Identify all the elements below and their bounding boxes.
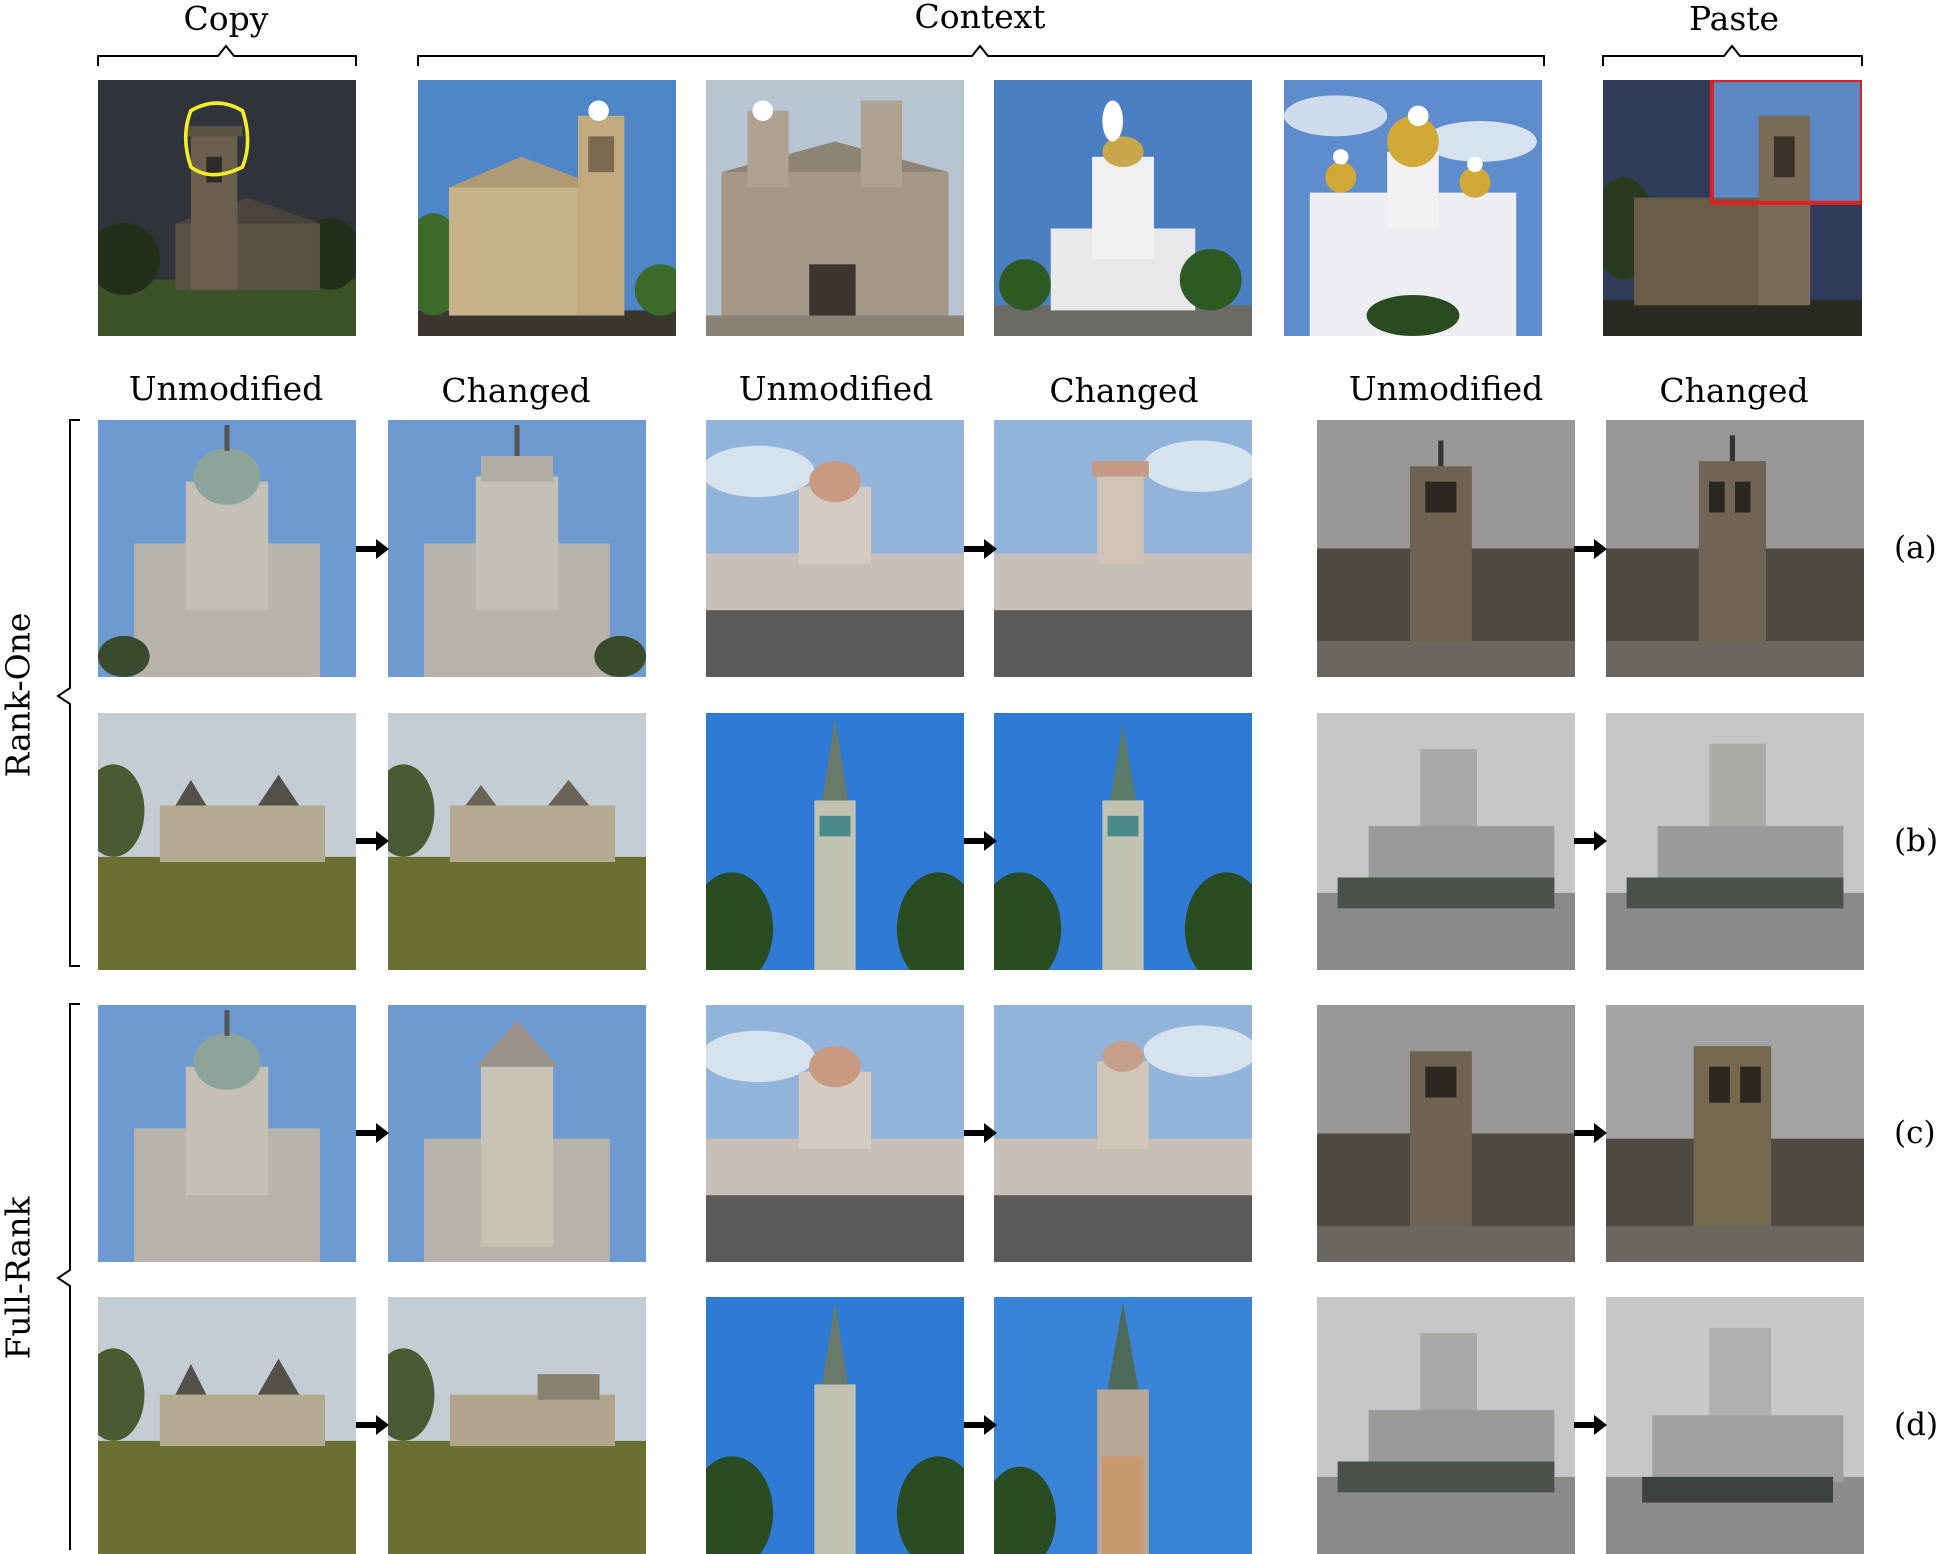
image-b-changed-1 xyxy=(388,713,646,970)
image-c-unmodified-3 xyxy=(1317,1005,1575,1262)
image-b-unmodified-2 xyxy=(706,713,964,970)
column-header-changed-1: Changed xyxy=(441,374,590,407)
context-label: Context xyxy=(914,0,1045,33)
column-header-unmodified-2: Unmodified xyxy=(739,372,934,405)
context-image-3 xyxy=(994,80,1252,336)
image-b-unmodified-3 xyxy=(1317,713,1575,970)
image-d-unmodified-3 xyxy=(1317,1297,1575,1554)
context-image-4 xyxy=(1284,80,1542,336)
arrow-right-icon xyxy=(964,1414,998,1436)
copy-label: Copy xyxy=(184,2,269,35)
row-label-c: (c) xyxy=(1894,1118,1936,1149)
column-header-unmodified-1: Unmodified xyxy=(129,372,324,405)
image-c-unmodified-1 xyxy=(98,1005,356,1262)
row-label-d: (d) xyxy=(1894,1410,1938,1441)
paste-image xyxy=(1603,80,1862,336)
arrow-right-icon xyxy=(1574,538,1608,560)
arrow-right-icon xyxy=(1574,1122,1608,1144)
rank-one-brace xyxy=(58,420,80,966)
image-c-changed-2 xyxy=(994,1005,1252,1262)
column-header-changed-3: Changed xyxy=(1659,374,1808,407)
image-a-changed-3 xyxy=(1606,420,1864,677)
image-d-changed-2 xyxy=(994,1297,1252,1554)
arrow-right-icon xyxy=(1574,1414,1608,1436)
image-b-changed-2 xyxy=(994,713,1252,970)
column-header-unmodified-3: Unmodified xyxy=(1349,372,1544,405)
full-rank-brace xyxy=(58,1004,80,1550)
copy-image xyxy=(98,80,356,336)
column-header-changed-2: Changed xyxy=(1049,374,1198,407)
image-c-unmodified-2 xyxy=(706,1005,964,1262)
arrow-right-icon xyxy=(964,830,998,852)
copy-bracket xyxy=(98,46,356,66)
image-b-changed-3 xyxy=(1606,713,1864,970)
row-label-b: (b) xyxy=(1894,826,1938,857)
arrow-right-icon xyxy=(964,1122,998,1144)
rank-one-label: Rank-One xyxy=(2,613,35,778)
image-c-changed-3 xyxy=(1606,1005,1864,1262)
image-d-unmodified-2 xyxy=(706,1297,964,1554)
arrow-right-icon xyxy=(356,538,390,560)
image-a-unmodified-2 xyxy=(706,420,964,677)
image-a-unmodified-1 xyxy=(98,420,356,677)
image-d-unmodified-1 xyxy=(98,1297,356,1554)
full-rank-label: Full-Rank xyxy=(2,1197,35,1360)
image-b-unmodified-1 xyxy=(98,713,356,970)
image-c-changed-1 xyxy=(388,1005,646,1262)
image-a-changed-2 xyxy=(994,420,1252,677)
arrow-right-icon xyxy=(356,1414,390,1436)
arrow-right-icon xyxy=(356,1122,390,1144)
image-d-changed-1 xyxy=(388,1297,646,1554)
row-label-a: (a) xyxy=(1894,533,1937,564)
image-d-changed-3 xyxy=(1606,1297,1864,1554)
paste-bracket xyxy=(1603,46,1862,66)
context-image-1 xyxy=(418,80,676,336)
context-bracket xyxy=(418,46,1544,66)
context-image-2 xyxy=(706,80,964,336)
image-a-unmodified-3 xyxy=(1317,420,1575,677)
image-a-changed-1 xyxy=(388,420,646,677)
arrow-right-icon xyxy=(356,830,390,852)
arrow-right-icon xyxy=(1574,830,1608,852)
arrow-right-icon xyxy=(964,538,998,560)
paste-label: Paste xyxy=(1689,2,1779,35)
